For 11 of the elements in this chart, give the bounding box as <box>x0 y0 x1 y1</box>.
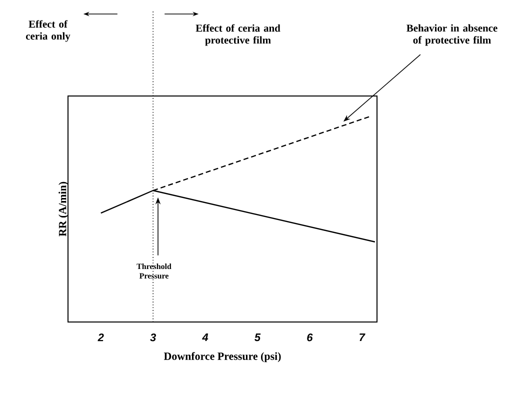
x-tick-label: 2 <box>98 334 104 342</box>
y-axis-title: RR (A/min) <box>58 182 68 236</box>
text: Behavior in absence of protective film <box>406 24 498 46</box>
x-tick-label: 5 <box>254 334 261 342</box>
x-tick-label: 7 <box>360 334 366 342</box>
x-tick-label: 4 <box>202 334 208 342</box>
x-tick-label: 3 <box>150 334 156 342</box>
x-axis-title: Downforce Pressure (psi) <box>164 352 281 362</box>
text: Effect of ceria only <box>26 20 70 42</box>
x-tick-label: 6 <box>307 334 313 342</box>
text: Effect of ceria and protective film <box>196 24 280 46</box>
